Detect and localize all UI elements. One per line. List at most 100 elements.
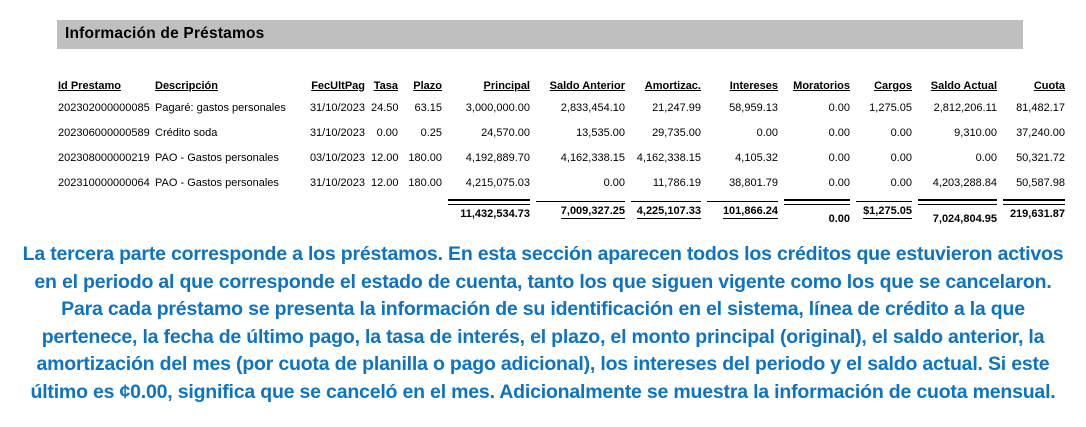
total-cell-principal: 11,432,534.73 <box>445 195 533 225</box>
cell-fec: 31/10/2023 <box>309 127 365 139</box>
cell-saldo_actual: 0.00 <box>975 152 997 164</box>
cell-principal: 3,000,000.00 <box>465 102 530 114</box>
cell-saldo_actual: 9,310.00 <box>954 127 997 139</box>
cell-tasa: 12.00 <box>371 152 399 164</box>
total-value-amortizac: 4,225,107.33 <box>636 202 701 219</box>
cell-id: 202306000000589 <box>58 127 150 139</box>
section-title: Información de Préstamos <box>65 25 265 42</box>
total-value-intereses: 101,866.24 <box>722 202 778 219</box>
cell-moratorios: 0.00 <box>828 152 850 164</box>
cell-intereses: 0.00 <box>756 127 778 139</box>
cell-saldo_anterior: 2,833,454.10 <box>560 102 625 114</box>
cell-fec: 03/10/2023 <box>309 152 365 164</box>
cell-moratorios: 0.00 <box>828 127 850 139</box>
column-header-intereses: Intereses <box>729 80 778 92</box>
column-header-principal: Principal <box>483 80 530 92</box>
column-header-cuota: Cuota <box>1033 80 1065 92</box>
cell-saldo_actual: 4,203,288.84 <box>932 177 997 189</box>
cell-cuota: 37,240.00 <box>1016 127 1065 139</box>
total-cell-amortizac: 4,225,107.33 <box>628 195 704 225</box>
total-value-moratorios: 0.00 <box>828 213 850 225</box>
loans-table: Id Prestamo Descripción FecUltPag Tasa Plazo… <box>55 78 1068 225</box>
loan-row: 202306000000589 Crédito soda 31/10/2023 0.0… <box>55 120 1068 145</box>
cell-desc: Pagaré: gastos personales <box>155 102 286 114</box>
cell-plazo: 180.00 <box>408 152 442 164</box>
cell-principal: 4,192,889.70 <box>465 152 530 164</box>
cell-amortizac: 29,735.00 <box>652 127 701 139</box>
cell-desc: Crédito soda <box>155 127 218 139</box>
column-header-saldo_actual: Saldo Actual <box>930 80 997 92</box>
column-header-id: Id Prestamo <box>58 80 121 92</box>
cell-tasa: 12.00 <box>371 177 399 189</box>
column-header-amortizac: Amortizac. <box>644 80 701 92</box>
column-header-tasa: Tasa <box>373 80 398 92</box>
total-cell-cuota: 219,631.87 <box>1000 195 1068 225</box>
cell-principal: 4,215,075.03 <box>465 177 530 189</box>
cell-amortizac: 21,247.99 <box>652 102 701 114</box>
total-cell-intereses: 101,866.24 <box>704 195 781 225</box>
total-rule <box>536 201 625 202</box>
loans-table-body: 202302000000085 Pagaré: gastos personales… <box>55 95 1068 195</box>
cell-cuota: 50,321.72 <box>1016 152 1065 164</box>
cell-cargos: 0.00 <box>890 127 912 139</box>
total-rule <box>631 201 701 202</box>
column-header-moratorios: Moratorios <box>793 80 850 92</box>
cell-plazo: 180.00 <box>408 177 442 189</box>
loan-row: 202302000000085 Pagaré: gastos personales… <box>55 95 1068 120</box>
cell-plazo: 0.25 <box>420 127 442 139</box>
total-cell-moratorios: 0.00 <box>781 195 853 225</box>
total-rule <box>856 201 912 202</box>
cell-id: 202308000000219 <box>58 152 150 164</box>
total-value-principal: 11,432,534.73 <box>460 208 530 220</box>
cell-id: 202310000000064 <box>58 177 150 189</box>
total-value-cargos: $1,275.05 <box>863 202 912 219</box>
cell-cargos: 1,275.05 <box>869 102 912 114</box>
column-header-saldo_anterior: Saldo Anterior <box>549 80 625 92</box>
total-value-cuota: 219,631.87 <box>1009 208 1065 220</box>
total-cell-saldo_actual: 7,024,804.95 <box>915 195 1000 225</box>
total-cell-fec <box>305 195 368 225</box>
total-rule <box>1003 199 1065 205</box>
cell-amortizac: 4,162,338.15 <box>636 152 701 164</box>
cell-id: 202302000000085 <box>58 102 150 114</box>
cell-tasa: 24.50 <box>371 102 399 114</box>
totals-row: 11,432,534.73 7,009,327.25 4,225,107.33 101… <box>55 195 1068 225</box>
cell-cargos: 0.00 <box>890 177 912 189</box>
total-value-saldo_actual: 7,024,804.95 <box>932 213 997 225</box>
cell-intereses: 38,801.79 <box>729 177 778 189</box>
total-value-saldo_anterior: 7,009,327.25 <box>560 202 625 219</box>
total-cell-saldo_anterior: 7,009,327.25 <box>533 195 628 225</box>
cell-desc: PAO - Gastos personales <box>155 177 279 189</box>
cell-plazo: 63.15 <box>414 102 442 114</box>
column-header-plazo: Plazo <box>413 80 442 92</box>
cell-cuota: 50,587.98 <box>1016 177 1065 189</box>
total-cell-id <box>55 195 152 225</box>
cell-saldo_anterior: 0.00 <box>603 177 625 189</box>
cell-moratorios: 0.00 <box>828 102 850 114</box>
cell-principal: 24,570.00 <box>481 127 530 139</box>
cell-saldo_anterior: 13,535.00 <box>576 127 625 139</box>
total-rule <box>784 199 850 205</box>
loan-row: 202308000000219 PAO - Gastos personales 03… <box>55 145 1068 170</box>
cell-desc: PAO - Gastos personales <box>155 152 279 164</box>
cell-intereses: 58,959.13 <box>729 102 778 114</box>
column-header-fec: FecUltPag <box>311 80 365 92</box>
loans-table-footer: 11,432,534.73 7,009,327.25 4,225,107.33 101… <box>55 195 1068 225</box>
total-rule <box>448 199 530 205</box>
loan-row: 202310000000064 PAO - Gastos personales 31… <box>55 170 1068 195</box>
total-cell-plazo <box>401 195 445 225</box>
column-header-cargos: Cargos <box>874 80 912 92</box>
loans-table-header: Id Prestamo Descripción FecUltPag Tasa Plazo… <box>55 78 1068 95</box>
header-row: Id Prestamo Descripción FecUltPag Tasa Plazo… <box>55 78 1068 95</box>
explanatory-note: La tercera parte corresponde a los prést… <box>22 243 1064 403</box>
cell-intereses: 4,105.32 <box>735 152 778 164</box>
cell-tasa: 0.00 <box>376 127 398 139</box>
section-title-bar: Información de Préstamos <box>57 20 1023 49</box>
cell-fec: 31/10/2023 <box>309 177 365 189</box>
cell-fec: 31/10/2023 <box>309 102 365 114</box>
total-rule <box>918 199 997 205</box>
cell-cargos: 0.00 <box>890 152 912 164</box>
cell-cuota: 81,482.17 <box>1016 102 1065 114</box>
cell-moratorios: 0.00 <box>828 177 850 189</box>
